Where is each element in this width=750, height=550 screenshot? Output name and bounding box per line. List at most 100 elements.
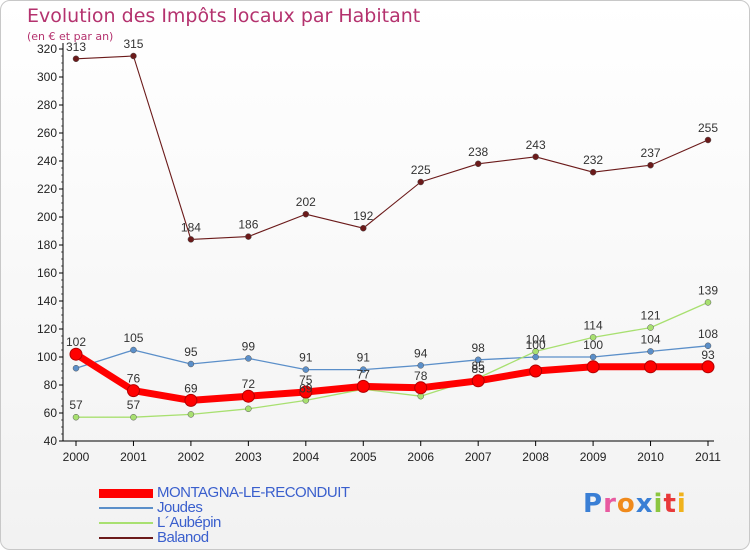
data-label: 243 <box>526 138 546 152</box>
data-point <box>302 366 310 373</box>
data-label: 186 <box>238 218 258 232</box>
data-point <box>704 299 712 306</box>
data-point <box>414 381 428 395</box>
y-tick-label: 60 <box>44 406 58 420</box>
data-label: 57 <box>127 398 141 412</box>
data-point <box>72 364 80 372</box>
data-point <box>589 334 597 341</box>
y-tick-label: 160 <box>37 266 57 280</box>
data-point <box>360 224 367 232</box>
series-line <box>75 301 709 418</box>
data-label: 238 <box>468 145 488 159</box>
y-tick-label: 220 <box>37 182 57 196</box>
y-tick-label: 260 <box>37 126 57 140</box>
data-point <box>245 355 252 362</box>
data-point <box>474 356 482 364</box>
data-label: 57 <box>69 398 83 412</box>
data-label: 114 <box>584 318 603 332</box>
logo-letter: t <box>663 489 677 519</box>
series-line <box>72 350 712 404</box>
data-label: 94 <box>414 346 428 360</box>
logo-letter: P <box>583 489 604 519</box>
data-point <box>417 178 424 186</box>
data-label: 98 <box>472 341 486 355</box>
data-label: 77 <box>357 367 371 381</box>
data-point <box>532 353 539 361</box>
data-label: 99 <box>242 339 256 353</box>
x-tick-label: 2003 <box>235 450 262 464</box>
data-point <box>241 389 255 403</box>
logo-letter: i <box>653 489 664 519</box>
data-label: 69 <box>299 381 313 395</box>
data-point <box>417 362 424 369</box>
data-point <box>302 210 310 218</box>
data-label: 75 <box>299 373 313 387</box>
data-label: 76 <box>127 372 141 386</box>
data-label: 121 <box>641 309 661 323</box>
logo-letter: i <box>676 489 687 519</box>
legend-label: L´Aubépin <box>157 514 221 531</box>
y-tick-label: 200 <box>37 210 57 224</box>
x-tick-label: 2001 <box>120 450 147 464</box>
data-point <box>586 360 600 374</box>
data-label: 91 <box>299 351 313 365</box>
data-label: 100 <box>526 338 546 352</box>
y-tick-label: 120 <box>37 322 57 336</box>
x-tick-label: 2005 <box>350 450 377 464</box>
y-tick-label: 40 <box>44 434 58 448</box>
data-point <box>471 374 485 388</box>
data-label: 315 <box>123 37 143 51</box>
y-tick-label: 140 <box>37 294 57 308</box>
data-label: 95 <box>184 345 198 359</box>
data-point <box>184 393 198 407</box>
series-line <box>75 345 709 371</box>
data-point <box>187 360 195 368</box>
y-tick-label: 100 <box>37 350 57 364</box>
data-label: 202 <box>296 195 316 209</box>
y-tick-label: 280 <box>37 98 57 112</box>
y-tick-label: 240 <box>37 154 57 168</box>
y-tick-label: 300 <box>37 70 57 84</box>
data-point <box>589 168 597 176</box>
data-label: 85 <box>472 359 486 373</box>
proxiti-logo: Proxiti <box>583 489 687 519</box>
x-tick-label: 2007 <box>465 450 492 464</box>
data-label: 83 <box>472 362 486 376</box>
data-label: 93 <box>701 348 715 362</box>
x-tick-label: 2008 <box>522 450 549 464</box>
legend-swatch <box>99 488 153 498</box>
x-tick-label: 2009 <box>580 450 607 464</box>
data-point <box>187 411 195 418</box>
data-point <box>532 153 539 161</box>
data-label: 232 <box>583 153 603 167</box>
y-tick-label: 80 <box>44 378 58 392</box>
data-label: 104 <box>526 332 546 346</box>
legend-swatch <box>99 522 153 524</box>
data-point <box>69 347 83 361</box>
data-label: 108 <box>698 327 718 341</box>
data-point <box>360 366 367 373</box>
data-point <box>299 385 313 399</box>
data-point <box>72 55 80 63</box>
x-tick-label: 2006 <box>407 450 434 464</box>
data-point <box>529 364 543 378</box>
data-label: 78 <box>414 369 428 383</box>
data-point <box>245 405 252 413</box>
data-point <box>589 353 597 361</box>
data-label: 192 <box>353 209 373 223</box>
data-point <box>647 324 654 331</box>
data-point <box>647 161 654 169</box>
data-point <box>474 160 482 168</box>
logo-letter: o <box>616 489 636 519</box>
data-point <box>130 413 137 421</box>
data-label: 91 <box>357 351 371 365</box>
data-label: 313 <box>66 40 86 54</box>
logo-letter: x <box>635 489 654 519</box>
legend-label: Balanod <box>157 529 209 546</box>
data-point <box>130 346 137 354</box>
logo-letter: r <box>603 489 617 519</box>
data-point <box>532 348 539 355</box>
legend-label: MONTAGNA-LE-RECONDUIT <box>157 484 350 501</box>
data-point <box>130 52 137 60</box>
x-tick-label: 2000 <box>63 450 90 464</box>
